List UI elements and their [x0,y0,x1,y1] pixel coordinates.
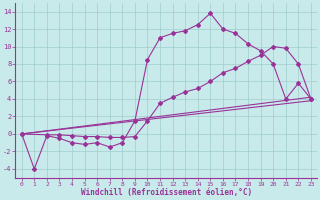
X-axis label: Windchill (Refroidissement éolien,°C): Windchill (Refroidissement éolien,°C) [81,188,252,197]
